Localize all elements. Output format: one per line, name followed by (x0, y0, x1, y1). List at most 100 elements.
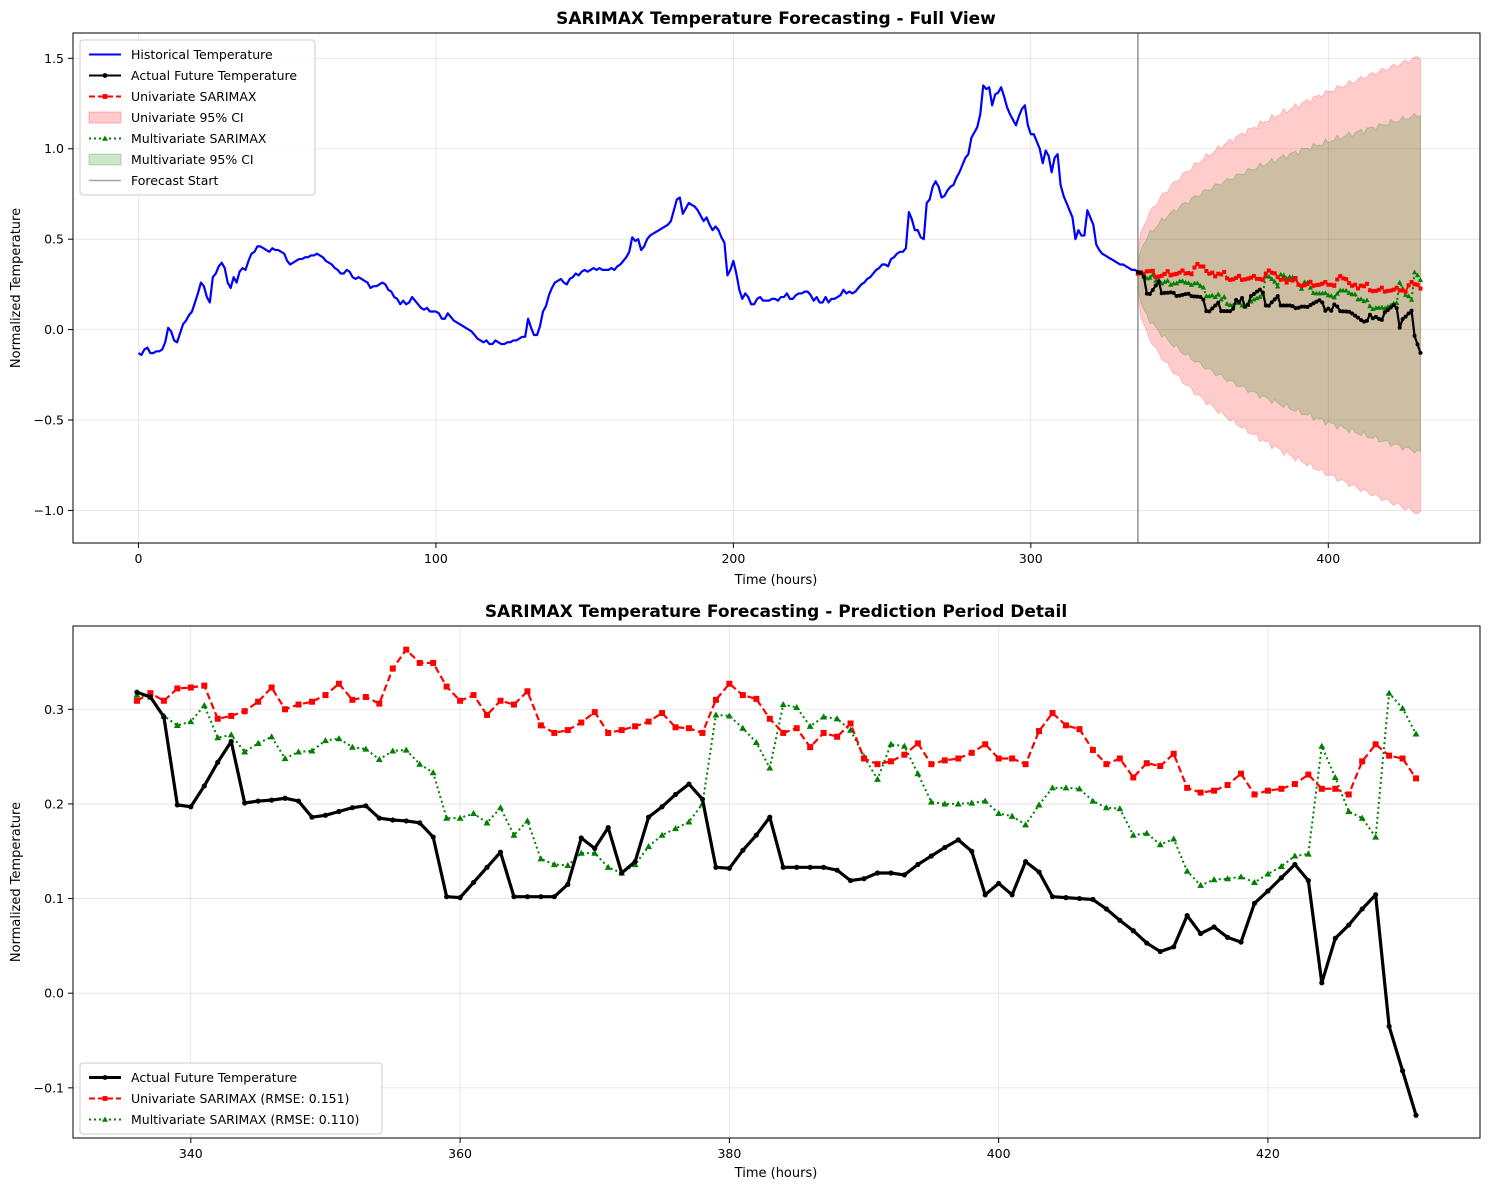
detail-univariate-point (941, 757, 948, 764)
detail-univariate-point (914, 740, 921, 747)
univariate-point (1406, 283, 1411, 288)
full-view-panel: SARIMAX Temperature Forecasting - Full V… (9, 9, 1481, 588)
detail-multivariate-point (348, 743, 356, 750)
detail-legend-box (79, 1062, 383, 1135)
univariate-point (1234, 275, 1239, 280)
actual-point (1281, 303, 1286, 308)
detail-multivariate-point (1277, 862, 1285, 869)
detail-multivariate-point (1372, 833, 1380, 840)
actual-point (1311, 301, 1316, 306)
univariate-point (1370, 289, 1375, 294)
univariate-point (1168, 273, 1173, 278)
multivariate-point (1147, 275, 1153, 280)
actual-point (1144, 291, 1149, 296)
multivariate-point (1194, 280, 1201, 286)
detail-univariate-point (1264, 787, 1271, 794)
detail-univariate-point (1157, 763, 1164, 770)
multivariate-point (1343, 287, 1349, 293)
detail-univariate-point (645, 718, 652, 725)
detail-actual-point (1036, 869, 1042, 875)
detail-multivariate-point (1318, 742, 1326, 749)
detail-actual-point (1413, 1112, 1419, 1118)
actual-point (1275, 293, 1280, 298)
univariate-point (1281, 276, 1286, 281)
actual-point (1344, 309, 1349, 314)
detail-actual-point (1319, 980, 1325, 986)
full-view-y-tick-label: −0.5 (34, 413, 64, 428)
multivariate-point (1328, 293, 1334, 298)
univariate-point (1335, 277, 1340, 282)
detail-multivariate-point (1224, 875, 1231, 882)
detail-actual-point (1251, 900, 1258, 906)
detail-univariate-point (1076, 726, 1083, 733)
actual-point (1379, 317, 1384, 322)
actual-point (1257, 287, 1262, 292)
detail-actual-point (996, 880, 1002, 887)
full-view-legend-label: Univariate 95% CI (131, 110, 244, 125)
detail-actual-point (834, 867, 840, 873)
full-view-y-tick-label: 0.0 (44, 322, 64, 337)
detail-univariate-point (685, 725, 692, 732)
detail-univariate-point (874, 761, 881, 768)
actual-point (1391, 303, 1396, 307)
actual-point (1272, 297, 1277, 302)
detail-univariate-point (632, 723, 639, 730)
detail-univariate-point (443, 683, 450, 690)
detail-actual-point (1278, 875, 1285, 881)
detail-multivariate-point (725, 712, 733, 719)
univariate-point (1394, 285, 1399, 290)
univariate-point (1329, 282, 1334, 287)
detail-multivariate-point (752, 738, 760, 745)
detail-actual-point (161, 714, 167, 720)
multivariate-point (1417, 277, 1424, 283)
detail-univariate-point (241, 708, 248, 715)
detail-univariate-point (753, 695, 760, 702)
detail-actual-point (1184, 912, 1190, 919)
multivariate-point (1165, 277, 1171, 283)
detail-actual-point (1359, 906, 1365, 912)
detail-univariate-point (672, 724, 679, 731)
multivariate-point (1307, 284, 1314, 290)
detail-multivariate-point (187, 718, 195, 725)
detail-multivariate-point (537, 855, 545, 862)
univariate-point (1156, 274, 1161, 279)
actual-point (1260, 290, 1265, 295)
detail-x-tick-label: 400 (987, 1146, 1011, 1161)
full-view-y-tick-label: −1.0 (34, 503, 64, 518)
univariate-point (1245, 276, 1250, 281)
univariate-point (1257, 276, 1262, 281)
detail-actual-point (1292, 861, 1298, 868)
univariate-point (1409, 280, 1414, 285)
actual-point (1189, 294, 1194, 299)
detail-univariate-point (861, 755, 868, 762)
actual-point (1388, 305, 1393, 310)
detail-actual-point (807, 864, 813, 870)
multivariate-point (1405, 293, 1412, 299)
detail-actual-point (888, 870, 894, 876)
actual-point (1228, 309, 1233, 314)
univariate-point (1266, 268, 1271, 273)
multivariate-point (1411, 269, 1418, 275)
detail-legend-label: Univariate SARIMAX (RMSE: 0.151) (131, 1091, 349, 1106)
actual-point (1367, 312, 1372, 317)
detail-univariate-point (834, 733, 841, 740)
full-view-legend-marker (102, 94, 108, 99)
detail-univariate-point (659, 710, 666, 717)
univariate-point (1174, 271, 1179, 276)
actual-point (1284, 303, 1289, 308)
detail-actual-point (821, 864, 827, 870)
detail-univariate-point (295, 701, 302, 708)
detail-multivariate-point (914, 770, 922, 777)
multivariate-point (1408, 297, 1415, 302)
detail-actual-point (551, 894, 557, 900)
detail-multivariate-point (1345, 808, 1353, 815)
actual-point (1138, 270, 1143, 275)
univariate-point (1159, 273, 1164, 278)
detail-actual-point (538, 894, 544, 900)
multivariate-point (1346, 290, 1352, 295)
detail-univariate-point (1291, 781, 1298, 788)
detail-univariate-point (605, 729, 612, 736)
detail-actual-point (767, 814, 773, 820)
detail-legend: Actual Future Temperature Univariate SARI… (79, 1062, 383, 1135)
full-view-confidence-bands (1137, 56, 1422, 515)
